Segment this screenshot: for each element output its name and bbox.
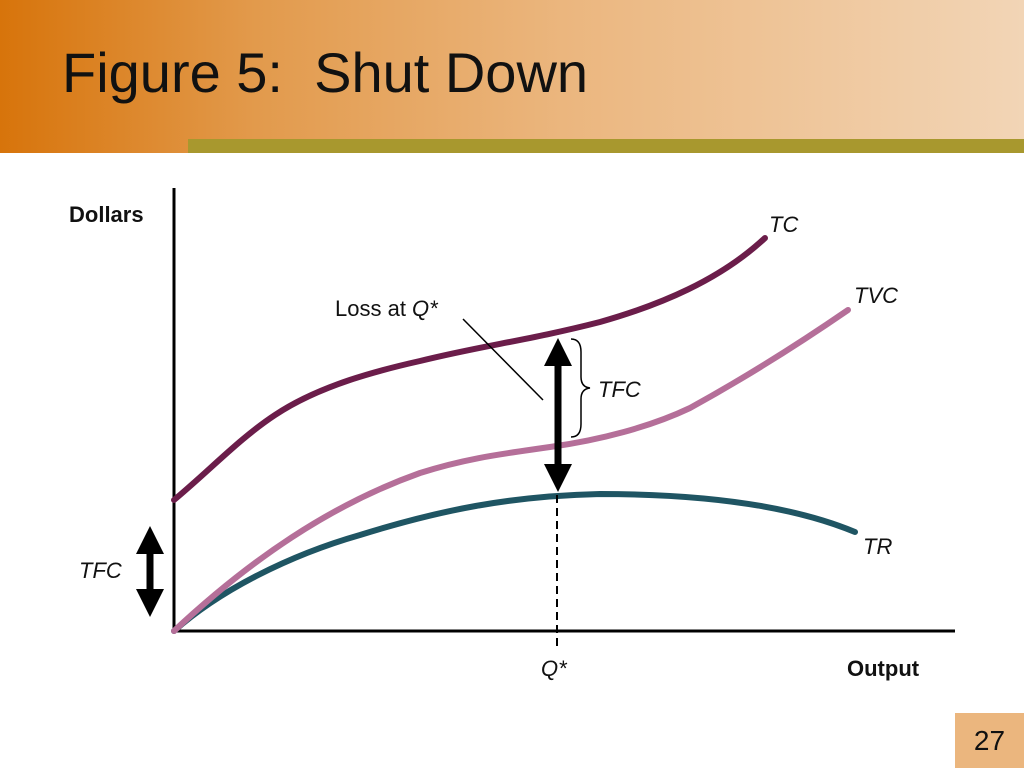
tc-label: TC — [769, 212, 798, 237]
tr-label: TR — [863, 534, 892, 559]
tc-curve — [171, 235, 768, 503]
loss-annotation-q-star: Q* — [412, 296, 439, 321]
tvc-label: TVC — [854, 283, 898, 308]
slide-title: Figure 5: Shut Down — [62, 41, 589, 104]
x-axis-label: Output — [847, 656, 920, 681]
tfc-axis-label: TFC — [79, 558, 122, 583]
q-star-label: Q* — [541, 656, 568, 681]
header-accent-bar — [188, 139, 1024, 153]
page-number-box: 27 — [955, 713, 1024, 768]
page-number: 27 — [973, 725, 1006, 756]
y-axis-label: Dollars — [69, 202, 144, 227]
loss-annotation: Loss at Q* — [335, 296, 439, 321]
tvc-curve — [171, 307, 851, 634]
loss-leader-line — [462, 318, 544, 401]
tfc-brace — [570, 338, 591, 438]
loss-annotation-prefix: Loss at — [335, 296, 412, 321]
tr-curve — [171, 490, 858, 634]
tfc-brace-label: TFC — [598, 377, 641, 402]
slide-header: Figure 5: Shut Down — [0, 0, 1024, 153]
